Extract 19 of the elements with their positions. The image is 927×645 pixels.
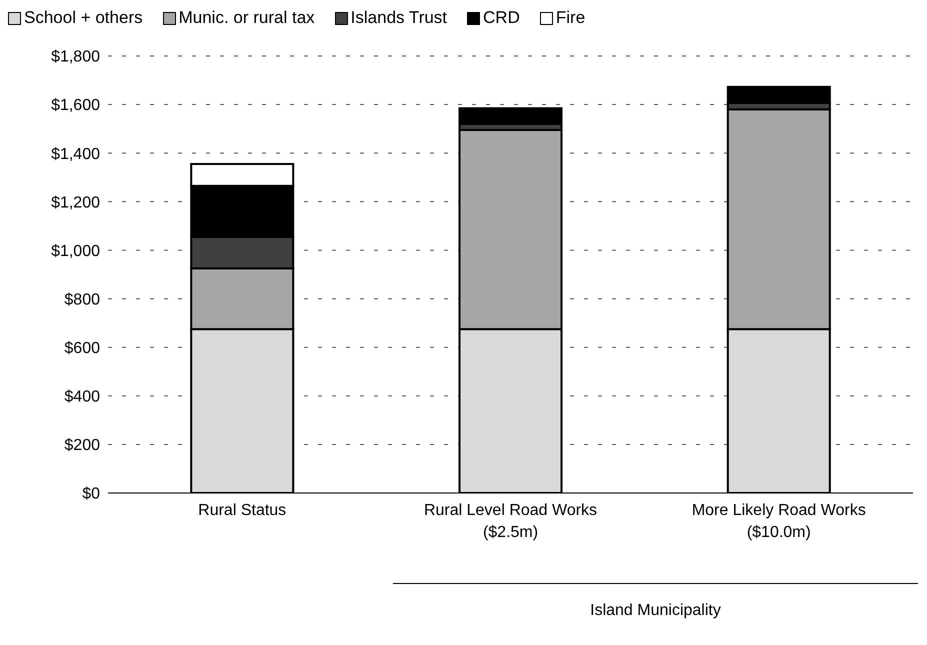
legend-label: School + others <box>23 8 143 28</box>
text: Island Municipality <box>589 602 722 620</box>
legend-label: Munic. or rural tax <box>178 8 315 28</box>
y-tick-label: $1,000 <box>51 242 100 260</box>
legend-label: CRD <box>482 8 520 28</box>
legend-label: Islands Trust <box>350 8 448 28</box>
y-tick-label: $200 <box>64 437 100 454</box>
y-tick-label: $600 <box>64 340 100 358</box>
y-tick-label: $1,200 <box>51 194 100 212</box>
y-tick-label: $0 <box>82 486 100 503</box>
x-tick-label: More Likely Road Works ($10.0m) <box>692 502 866 541</box>
x-tick-label: Rural Level Road Works ($2.5m) <box>424 502 598 541</box>
y-tick-label: $400 <box>64 388 100 406</box>
y-tick-label: $1,600 <box>51 97 100 114</box>
x-tick-label: Rural Status <box>198 502 286 519</box>
y-tick-label: $1,400 <box>51 146 100 163</box>
y-tick-label: $1,800 <box>51 48 100 66</box>
legend-label: Fire <box>554 8 586 28</box>
y-tick-label: $800 <box>64 291 100 308</box>
